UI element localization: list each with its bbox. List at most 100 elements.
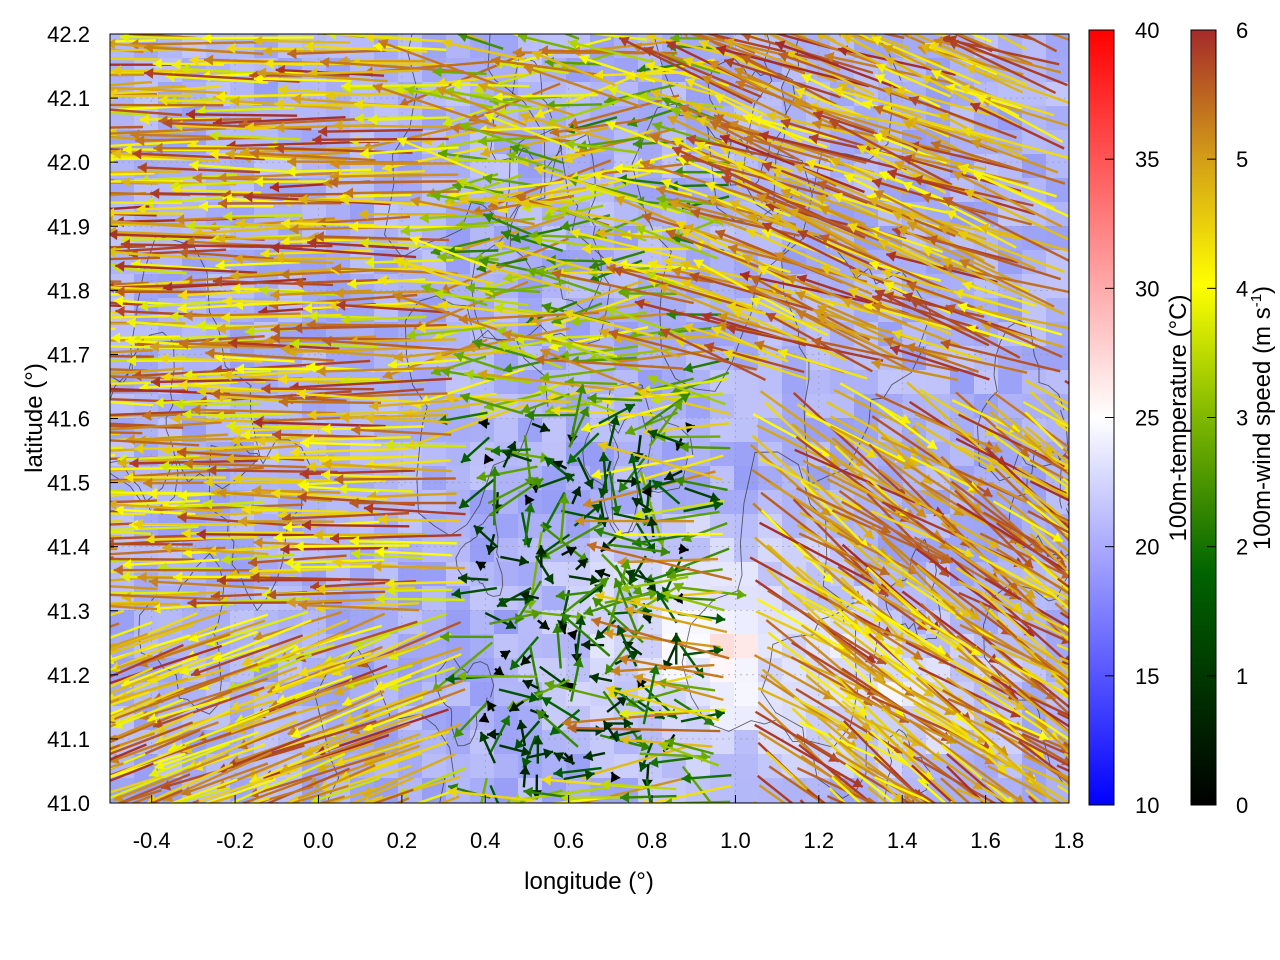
wind-arrow-head [10,449,19,460]
wind-arrow-head [2,425,11,436]
temperature-cell [542,634,567,659]
wind-arrow-shaft [40,632,104,653]
temperature-cell [734,562,759,587]
wind-arrow-head [110,524,111,536]
wind-arrow-head [14,50,23,61]
temperature-cell [422,34,447,59]
wind-arrow-head [92,141,101,152]
wind-arrow-head [502,822,512,832]
wind-arrow-head [945,815,956,824]
wind-arrow-shaft [313,533,427,537]
wind-arrow-shaft [280,546,389,551]
wind-arrow-shaft [291,565,372,569]
plot-area [0,0,1188,840]
wind-arrow-head [218,816,228,826]
wind-arrow-shaft [110,125,143,129]
wind-arrow-head [71,688,81,698]
wind-arrow-head [1132,638,1142,648]
wind-arrow-head [24,780,34,790]
wind-arrow-shaft [1059,611,1069,620]
temperature-cell [758,418,783,443]
wind-arrow-head [1118,732,1128,742]
wind-arrow-shaft [0,204,105,205]
wind-arrow-head [1158,753,1168,763]
wind-arrow-shaft [0,692,109,731]
temperature-cell [254,802,279,803]
wind-arrow-head [835,814,845,824]
wind-arrow-head [50,652,60,662]
temperature-cell [1046,274,1069,299]
wind-arrow-head [59,578,68,589]
temperature-cell [326,802,351,803]
wind-arrow-head [25,94,34,105]
temperature-cell [590,802,615,803]
wind-arrow-head [1116,674,1126,684]
temperature-cell [734,442,759,467]
temperature-cell [374,802,399,803]
wind-arrow-head [97,766,107,776]
wind-arrow-head [953,0,964,7]
wind-arrow-shaft [341,83,449,88]
wind-arrow-head [1177,688,1188,698]
wind-arrow-head [558,802,560,803]
wind-arrow-head [253,34,255,35]
wind-arrow-shaft [1056,764,1069,773]
wind-arrow-head [625,0,635,5]
temperature-cell [710,658,735,683]
wind-arrow-head [17,668,27,678]
wind-arrow-head [10,752,20,762]
wind-arrow-head [1114,426,1125,436]
wind-arrow-shaft [2,567,104,568]
wind-arrow-head [76,258,85,269]
temperature-cell [566,514,591,539]
wind-arrow-shaft [174,402,260,406]
wind-arrow-head [106,830,116,840]
temperature-cell [302,802,327,803]
wind-arrow-head [6,39,15,50]
wind-arrow-head [100,105,109,116]
wind-arrow-head [94,487,103,498]
wind-arrow-head [884,802,885,803]
wind-arrow-head [652,9,663,19]
wind-arrow-head [20,350,29,361]
wind-arrow-head [919,11,929,21]
wind-arrow-shaft [110,193,117,197]
wind-arrow-head [73,176,82,187]
wind-arrow-shaft [110,520,123,523]
wind-arrow-shaft [330,162,459,166]
wind-arrow-head [1023,818,1033,828]
wind-arrow-head [1123,673,1133,683]
wind-arrow-shaft [795,34,807,39]
wind-arrow-head [62,567,71,578]
wind-arrow-head [75,370,84,381]
temperature-cell [806,802,831,803]
wind-arrow-head [785,1,795,11]
wind-arrow-head [691,14,701,24]
temperature-cell [518,514,543,539]
wind-arrow-shaft [301,523,410,528]
wind-arrow-head [1159,831,1170,840]
temperature-cell [734,490,759,515]
temperature-cell [638,802,663,803]
wind-arrow-head [72,776,82,786]
wind-arrow-head [919,821,929,831]
wind-arrow-head [0,303,4,314]
wind-arrow-head [13,209,22,220]
wind-arrow-shaft [110,762,124,769]
wind-arrow-head [246,809,256,820]
wind-arrow-shaft [226,46,304,51]
wind-arrow-head [840,812,851,822]
wind-arrow-head [1177,717,1188,727]
wind-arrow-shaft [386,588,453,592]
temperature-cell [806,370,831,395]
wind-arrow-head [1117,454,1127,464]
wind-arrow-head [1140,745,1150,755]
wind-arrow-head [0,229,8,240]
wind-arrow-head [30,246,39,257]
wind-arrow-shaft [278,400,382,405]
temperature-cell [734,754,759,779]
temperature-cell [518,802,543,803]
wind-arrow-shaft [110,311,118,314]
wind-arrow-head [5,171,14,182]
wind-arrow-shaft [0,114,107,124]
